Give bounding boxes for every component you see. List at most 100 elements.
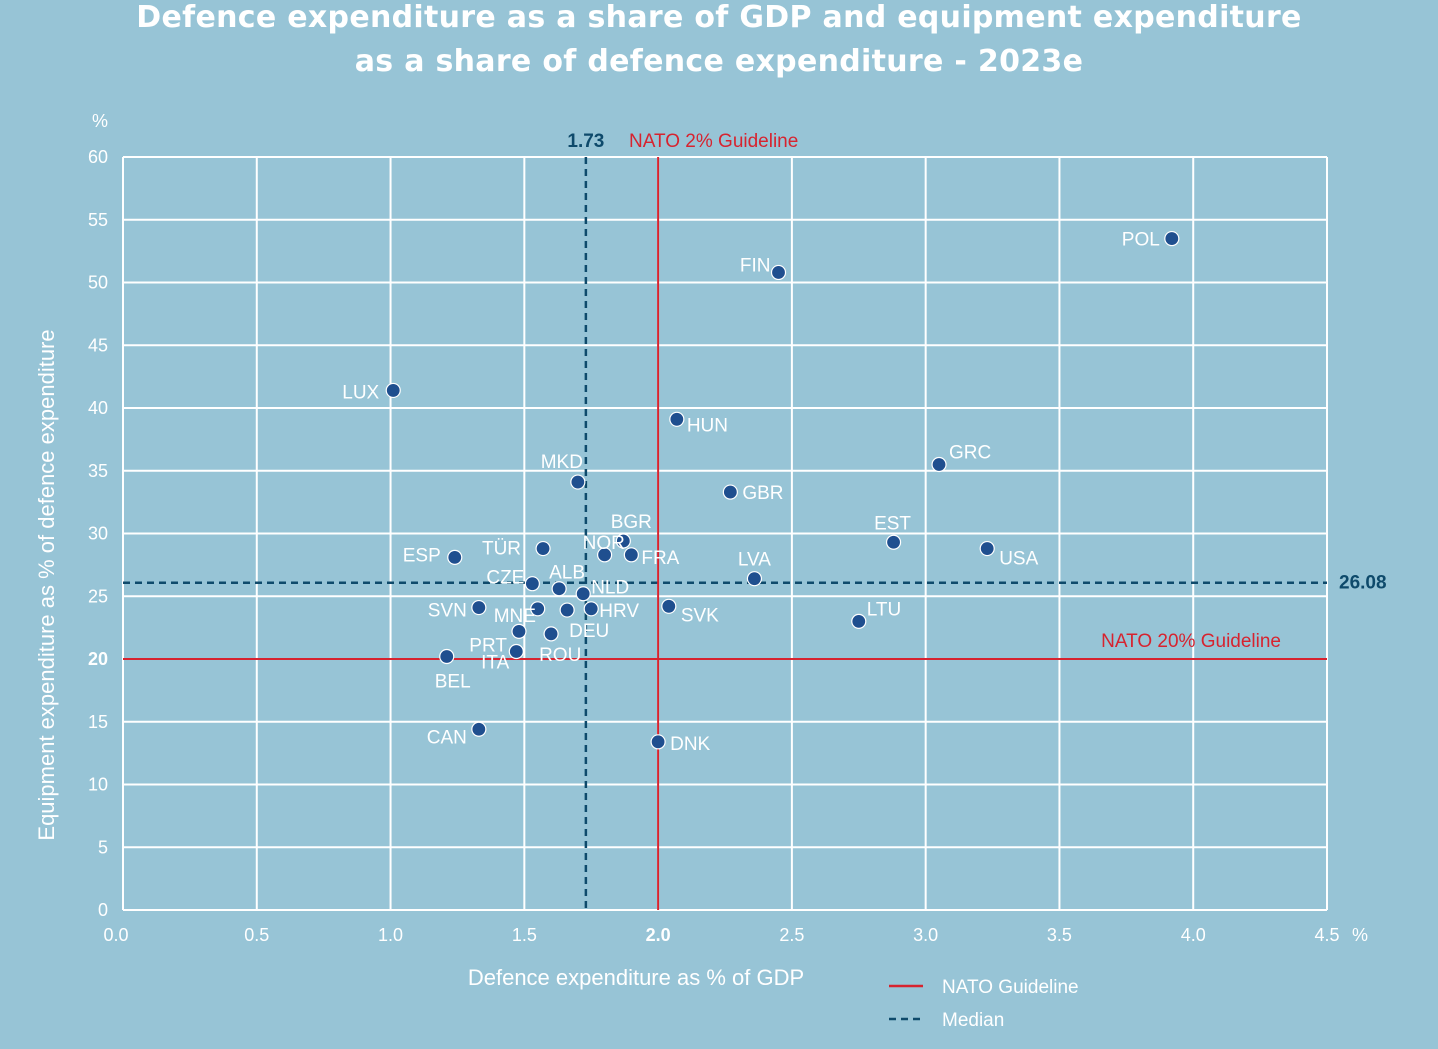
- point-mne: [530, 601, 546, 617]
- y-tick-label: 60: [88, 147, 108, 167]
- point-label-alb: ALB: [549, 563, 585, 584]
- point-label-rou: ROU: [539, 645, 581, 666]
- median-x-label: 1.73: [567, 131, 604, 152]
- chart-title-line-2: as a share of defence expenditure - 2023…: [354, 44, 1084, 79]
- point-label-fra: FRA: [641, 548, 679, 569]
- point-label-bgr: BGR: [611, 512, 652, 533]
- point-alb: [551, 581, 567, 597]
- point-label-gbr: GBR: [742, 483, 783, 504]
- y-axis-unit: %: [92, 111, 108, 131]
- point-nor: [596, 547, 613, 563]
- point-label-hun: HUN: [687, 415, 728, 436]
- y-tick-label: 10: [88, 775, 108, 795]
- point-usa: [979, 540, 995, 557]
- point-label-tür: TÜR: [482, 539, 521, 560]
- point-svn: [471, 599, 487, 616]
- point-fra: [623, 547, 639, 563]
- point-ita: [508, 643, 524, 660]
- axis-ticks: 0.0 0.5 1.0 1.5 2.0 2.5 3.0 3.5 4.0 4.5 0 5 10 15 20 25…: [88, 147, 1340, 945]
- point-label-ltu: LTU: [867, 599, 901, 620]
- y-tick-label: 20: [88, 649, 108, 669]
- y-tick-label: 50: [88, 273, 108, 293]
- point-hun: [669, 411, 685, 427]
- x-tick-label: 4.0: [1181, 925, 1206, 945]
- y-tick-label: 45: [88, 335, 108, 355]
- legend-label-nato-guideline: NATO Guideline: [942, 977, 1079, 998]
- x-tick-label: 2.5: [779, 925, 804, 945]
- point-lva: [746, 571, 763, 587]
- x-tick-label: 3.5: [1047, 925, 1072, 945]
- y-tick-label: 30: [88, 524, 108, 544]
- gridlines: [122, 156, 1328, 911]
- point-fin: [770, 264, 787, 281]
- chart-title-line-1: Defence expenditure as a share of GDP an…: [136, 0, 1302, 35]
- x-tick-label: 2.0: [646, 925, 671, 945]
- point-nld: [575, 586, 591, 602]
- axis-titles: Equipment expenditure as % of defence ex…: [34, 111, 1368, 990]
- x-axis-unit: %: [1352, 925, 1368, 945]
- point-lux: [385, 382, 401, 399]
- y-tick-label: 55: [88, 210, 108, 230]
- point-est: [885, 534, 902, 550]
- point-label-prt: PRT: [469, 635, 507, 656]
- point-rou: [543, 626, 559, 642]
- x-tick-label: 1.0: [378, 925, 403, 945]
- x-tick-label: 1.5: [512, 925, 537, 945]
- point-label-cze: CZE: [486, 568, 524, 589]
- y-tick-label: 40: [88, 398, 108, 418]
- point-label-nld: NLD: [591, 578, 629, 599]
- x-tick-label: 4.5: [1314, 925, 1339, 945]
- median-y-label: 26.08: [1339, 573, 1387, 594]
- point-label-nor: NOR: [583, 533, 625, 554]
- point-label-usa: USA: [999, 549, 1038, 570]
- point-label-est: EST: [874, 513, 911, 534]
- x-tick-label: 0.5: [244, 925, 269, 945]
- point-label-mkd: MKD: [541, 452, 583, 473]
- point-bgr: [615, 533, 631, 549]
- point-label-ita: ITA: [481, 652, 509, 673]
- point-mkd: [570, 474, 586, 490]
- point-label-dnk: DNK: [670, 734, 710, 755]
- point-esp: [447, 549, 463, 565]
- point-dnk: [650, 734, 666, 750]
- nato-gdp-guideline-label: NATO 2% Guideline: [629, 131, 798, 152]
- point-label-mne: MNE: [494, 606, 536, 627]
- point-label-svk: SVK: [681, 605, 719, 626]
- point-label-svn: SVN: [428, 601, 467, 622]
- reference-lines: 1.73 26.08 NATO 2% Guideline NATO 20% Guide…: [123, 131, 1387, 910]
- y-tick-label: 5: [98, 837, 108, 857]
- point-label-deu: DEU: [569, 621, 609, 642]
- point-label-can: CAN: [427, 727, 467, 748]
- point-bel: [439, 648, 455, 665]
- point-prt: [511, 623, 527, 639]
- point-hrv: [583, 601, 599, 617]
- y-tick-label: 0: [98, 900, 108, 920]
- nato-equipment-guideline-label: NATO 20% Guideline: [1101, 631, 1281, 652]
- legend-label-median: Median: [942, 1010, 1004, 1031]
- point-cze: [524, 576, 540, 592]
- point-ltu: [851, 613, 867, 629]
- y-tick-label: 15: [88, 712, 108, 732]
- point-deu: [559, 602, 575, 618]
- y-tick-label: 25: [88, 586, 108, 606]
- point-grc: [931, 456, 947, 473]
- point-label-bel: BEL: [435, 671, 471, 692]
- point-label-grc: GRC: [949, 442, 991, 463]
- y-tick-label: 35: [88, 461, 108, 481]
- point-gbr: [722, 484, 738, 500]
- point-label-pol: POL: [1122, 230, 1160, 251]
- point-label-hrv: HRV: [599, 601, 639, 622]
- x-tick-label: 3.0: [913, 925, 938, 945]
- point-label-lva: LVA: [738, 550, 771, 571]
- point-label-esp: ESP: [403, 545, 441, 566]
- point-svk: [661, 598, 677, 614]
- point-tür: [535, 540, 551, 557]
- point-can: [471, 721, 487, 737]
- y-axis-title: Equipment expenditure as % of defence ex…: [34, 329, 59, 840]
- x-tick-label: 0.0: [103, 925, 128, 945]
- point-pol: [1164, 230, 1180, 247]
- legend: NATO Guideline Median: [889, 977, 1079, 1031]
- point-label-fin: FIN: [740, 255, 771, 276]
